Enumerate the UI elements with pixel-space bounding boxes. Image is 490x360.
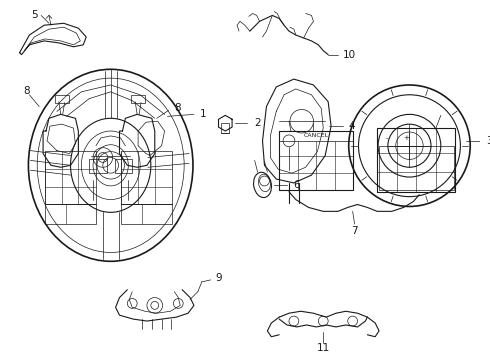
Text: +: + [404,135,410,141]
Text: 2: 2 [255,118,261,128]
Text: 9: 9 [216,273,222,283]
Text: 6: 6 [293,180,299,190]
Bar [221,123,229,133]
Bar [379,146,454,190]
Text: 4: 4 [349,121,355,131]
Bar [131,95,145,103]
Text: -: - [386,135,388,141]
Bar [377,128,456,192]
Bar [45,150,96,204]
Bar [55,95,69,103]
Bar [89,159,107,173]
Text: 8: 8 [23,86,30,96]
Text: 5: 5 [31,10,38,21]
Bar [279,131,353,141]
Text: 3: 3 [486,136,490,146]
Text: 11: 11 [317,343,330,354]
Bar [279,131,353,190]
Bar [45,204,96,224]
Text: CANCEL: CANCEL [303,134,328,139]
Text: 7: 7 [351,226,358,236]
Text: 10: 10 [343,50,356,60]
Bar [115,159,132,173]
Text: 8: 8 [174,103,181,113]
Text: 1: 1 [200,109,206,120]
Bar [122,150,172,204]
Bar [122,204,172,224]
